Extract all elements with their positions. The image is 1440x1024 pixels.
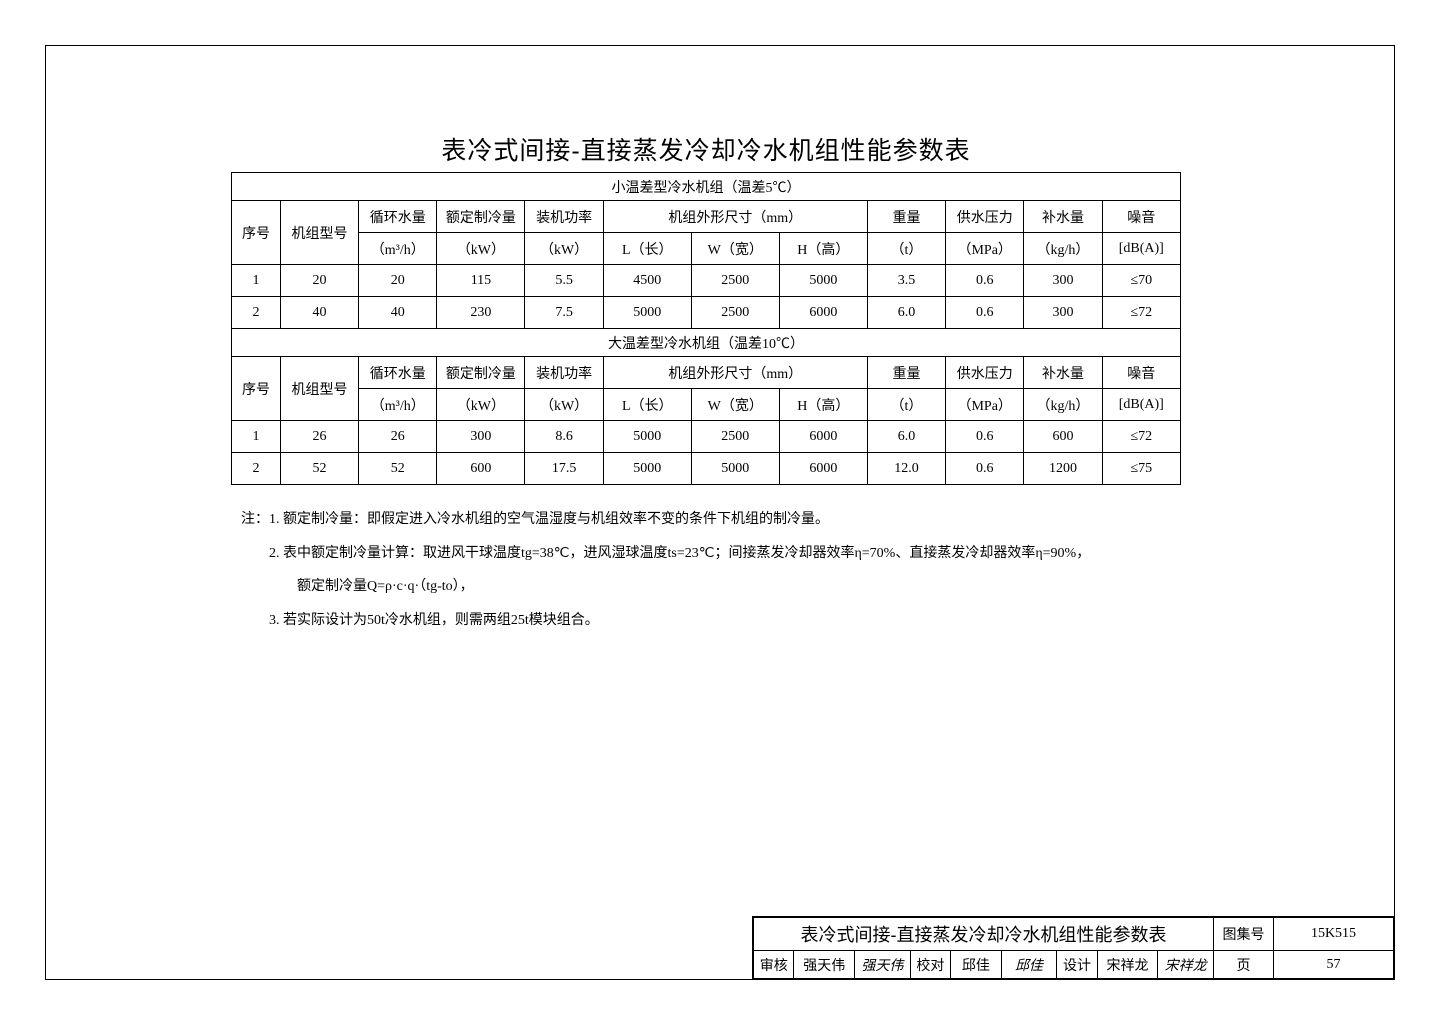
design-signature: 宋祥龙 [1158, 951, 1214, 979]
header-row-4: （m³/h） （kW） （kW） L（长） W（宽） H（高） （t） （MPa… [232, 389, 1181, 421]
note-line-3: 额定制冷量Q=ρ·c·q·（tg-to）， [241, 570, 1181, 604]
th-pressure-unit: （MPa） [946, 233, 1024, 265]
proof-name: 邱佳 [951, 951, 1002, 979]
th-noise: 噪音 [1102, 201, 1180, 233]
th-seq: 序号 [232, 201, 281, 265]
th-dim-h: H（高） [779, 233, 867, 265]
note-line-4: 3. 若实际设计为50t冷水机组，则需两组25t模块组合。 [241, 604, 1181, 638]
header-row-3: 序号 机组型号 循环水量 额定制冷量 装机功率 机组外形尺寸（mm） 重量 供水… [232, 357, 1181, 389]
header-row-1: 序号 机组型号 循环水量 额定制冷量 装机功率 机组外形尺寸（mm） 重量 供水… [232, 201, 1181, 233]
th-noise-unit: [dB(A)] [1102, 233, 1180, 265]
th-weight: 重量 [867, 201, 945, 233]
design-label: 设计 [1057, 951, 1097, 979]
th-capacity-unit: （kW） [437, 233, 525, 265]
th-capacity: 额定制冷量 [437, 201, 525, 233]
note-line-2: 2. 表中额定制冷量计算：取进风干球温度tg=38℃，进风湿球温度ts=23℃；… [241, 537, 1181, 571]
spec-table: 小温差型冷水机组（温差5℃） 序号 机组型号 循环水量 额定制冷量 装机功率 机… [231, 172, 1181, 485]
notes-block: 注：1. 额定制冷量：即假定进入冷水机组的空气温湿度与机组效率不变的条件下机组的… [241, 503, 1181, 637]
th-weight-unit: （t） [867, 233, 945, 265]
th-dim: 机组外形尺寸（mm） [603, 201, 867, 233]
proof-signature: 邱佳 [1001, 951, 1057, 979]
check-name: 强天伟 [794, 951, 855, 979]
table-row: 2 52 52 600 17.5 5000 5000 6000 12.0 0.6… [232, 453, 1181, 485]
proof-label: 校对 [910, 951, 950, 979]
design-name: 宋祥龙 [1097, 951, 1158, 979]
th-power: 装机功率 [525, 201, 603, 233]
th-dim-l: L（长） [603, 233, 691, 265]
table-row: 1 26 26 300 8.6 5000 2500 6000 6.0 0.6 6… [232, 421, 1181, 453]
check-label: 审核 [754, 951, 794, 979]
title-block: 表冷式间接-直接蒸发冷却冷水机组性能参数表 图集号 15K515 审核 强天伟 … [752, 916, 1394, 979]
th-power-unit: （kW） [525, 233, 603, 265]
content-area: 表冷式间接-直接蒸发冷却冷水机组性能参数表 小温差型冷水机组（温差5℃） 序 [231, 131, 1181, 637]
section-header-1: 小温差型冷水机组（温差5℃） [232, 173, 1181, 201]
check-signature: 强天伟 [855, 951, 911, 979]
atlas-value: 15K515 [1274, 918, 1394, 951]
th-model: 机组型号 [280, 201, 358, 265]
section-header-2: 大温差型冷水机组（温差10℃） [232, 329, 1181, 357]
th-makeup: 补水量 [1024, 201, 1102, 233]
atlas-label: 图集号 [1214, 918, 1274, 951]
table-row: 2 40 40 230 7.5 5000 2500 6000 6.0 0.6 3… [232, 297, 1181, 329]
th-makeup-unit: （kg/h） [1024, 233, 1102, 265]
th-dim-w: W（宽） [691, 233, 779, 265]
page-title: 表冷式间接-直接蒸发冷却冷水机组性能参数表 [231, 131, 1181, 167]
page-label: 页 [1214, 951, 1274, 979]
note-line-1: 注：1. 额定制冷量：即假定进入冷水机组的空气温湿度与机组效率不变的条件下机组的… [241, 503, 1181, 537]
drawing-title: 表冷式间接-直接蒸发冷却冷水机组性能参数表 [754, 918, 1214, 951]
th-flow-unit: （m³/h） [359, 233, 437, 265]
table-row: 1 20 20 115 5.5 4500 2500 5000 3.5 0.6 3… [232, 265, 1181, 297]
th-flow: 循环水量 [359, 201, 437, 233]
header-row-2: （m³/h） （kW） （kW） L（长） W（宽） H（高） （t） （MPa… [232, 233, 1181, 265]
th-pressure: 供水压力 [946, 201, 1024, 233]
page-value: 57 [1274, 951, 1394, 979]
page-frame: 表冷式间接-直接蒸发冷却冷水机组性能参数表 小温差型冷水机组（温差5℃） 序 [45, 45, 1395, 980]
